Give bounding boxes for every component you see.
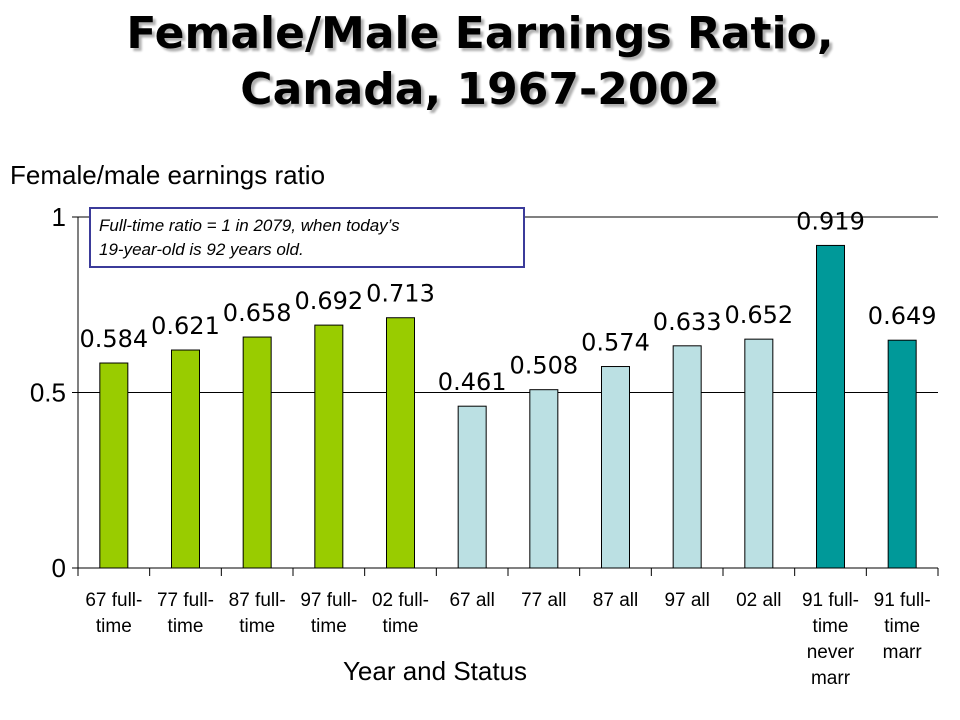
x-tick-label-10-line-2: never: [807, 642, 855, 663]
data-label-4: 0.713: [366, 280, 435, 308]
chart-title: Female/Male Earnings Ratio, Canada, 1967…: [0, 6, 960, 118]
x-tick-label-3: 97 full-time: [300, 590, 357, 637]
x-tick-label-0: 67 full-time: [85, 590, 142, 637]
x-tick-label-11-line-2: marr: [883, 642, 923, 663]
bar-7: [601, 366, 630, 569]
title-line-1: Female/Male Earnings Ratio,: [126, 8, 834, 59]
x-tick-label-8: 97 all: [664, 590, 709, 611]
x-tick-label-5-line-0: 67 all: [449, 590, 494, 611]
x-tick-label-3-line-1: time: [311, 616, 347, 637]
x-tick-label-4: 02 full-time: [372, 590, 429, 637]
x-tick-label-3-line-0: 97 full-: [300, 590, 357, 611]
bar-5: [457, 405, 487, 569]
x-tick-label-7: 87 all: [593, 590, 638, 611]
y-tick-label-1: 0.5: [30, 378, 66, 408]
data-label-11: 0.649: [868, 302, 937, 330]
data-label-10: 0.919: [796, 207, 865, 235]
y-tick-label-2: 1: [52, 202, 66, 232]
x-tick-label-0-line-0: 67 full-: [85, 590, 142, 611]
x-tick-label-2: 87 full-time: [229, 590, 286, 637]
x-tick-label-4-line-0: 02 full-: [372, 590, 429, 611]
x-tick-label-0-line-1: time: [96, 616, 132, 637]
x-tick-label-9-line-0: 02 all: [736, 590, 781, 611]
x-axis-label-text: Year and Status: [342, 656, 528, 686]
bar-11: [887, 339, 917, 569]
data-label-5: 0.461: [438, 368, 507, 396]
x-tick-label-11-line-1: time: [884, 616, 920, 637]
data-label-3: 0.692: [294, 287, 363, 315]
x-tick-label-10-line-0: 91 full-: [802, 590, 859, 611]
bar-9: [744, 338, 774, 569]
data-label-2: 0.658: [223, 299, 292, 327]
x-tick-label-7-line-0: 87 all: [593, 590, 638, 611]
data-label-7: 0.574: [581, 329, 650, 357]
x-tick-label-1: 77 full-time: [157, 590, 214, 637]
x-tick-label-6-line-0: 77 all: [521, 590, 566, 611]
data-label-0: 0.584: [79, 325, 148, 353]
x-tick-label-9: 02 all: [736, 590, 781, 611]
bar-0: [99, 362, 129, 569]
bar-1: [171, 349, 200, 569]
x-tick-label-8-line-0: 97 all: [664, 590, 709, 611]
x-axis-label: Year and Status: [0, 656, 870, 687]
x-tick-label-10-line-1: time: [813, 616, 849, 637]
bar-2: [242, 336, 272, 569]
x-tick-label-10-line-3: marr: [811, 668, 851, 689]
annotation-line-1: Full-time ratio = 1 in 2079, when today’…: [99, 216, 400, 235]
annotation-box: Full-time ratio = 1 in 2079, when today’…: [89, 207, 525, 268]
data-label-8: 0.633: [653, 308, 722, 336]
x-tick-label-11: 91 full-time marr: [874, 590, 931, 663]
x-tick-label-11-line-0: 91 full-: [874, 590, 931, 611]
x-tick-label-2-line-0: 87 full-: [229, 590, 286, 611]
bar-10: [816, 244, 845, 569]
annotation-line-2: 19-year-old is 92 years old.: [99, 240, 304, 259]
data-label-1: 0.621: [151, 312, 220, 340]
title-line-2: Canada, 1967-2002: [240, 64, 720, 115]
x-tick-label-1-line-1: time: [168, 616, 204, 637]
x-tick-label-1-line-0: 77 full-: [157, 590, 214, 611]
x-tick-label-2-line-1: time: [239, 616, 275, 637]
bar-8: [672, 345, 702, 569]
bar-3: [314, 324, 344, 569]
x-tick-label-6: 77 all: [521, 590, 566, 611]
bar-6: [529, 389, 559, 569]
y-tick-label-0: 0: [52, 553, 66, 583]
bar-4: [386, 317, 415, 569]
data-label-9: 0.652: [724, 301, 793, 329]
x-tick-label-5: 67 all: [449, 590, 494, 611]
x-tick-label-4-line-1: time: [383, 616, 419, 637]
y-axis-label: Female/male earnings ratio: [10, 160, 326, 190]
x-tick-label-10: 91 full-time never marr: [802, 590, 859, 689]
data-label-6: 0.508: [509, 352, 578, 380]
